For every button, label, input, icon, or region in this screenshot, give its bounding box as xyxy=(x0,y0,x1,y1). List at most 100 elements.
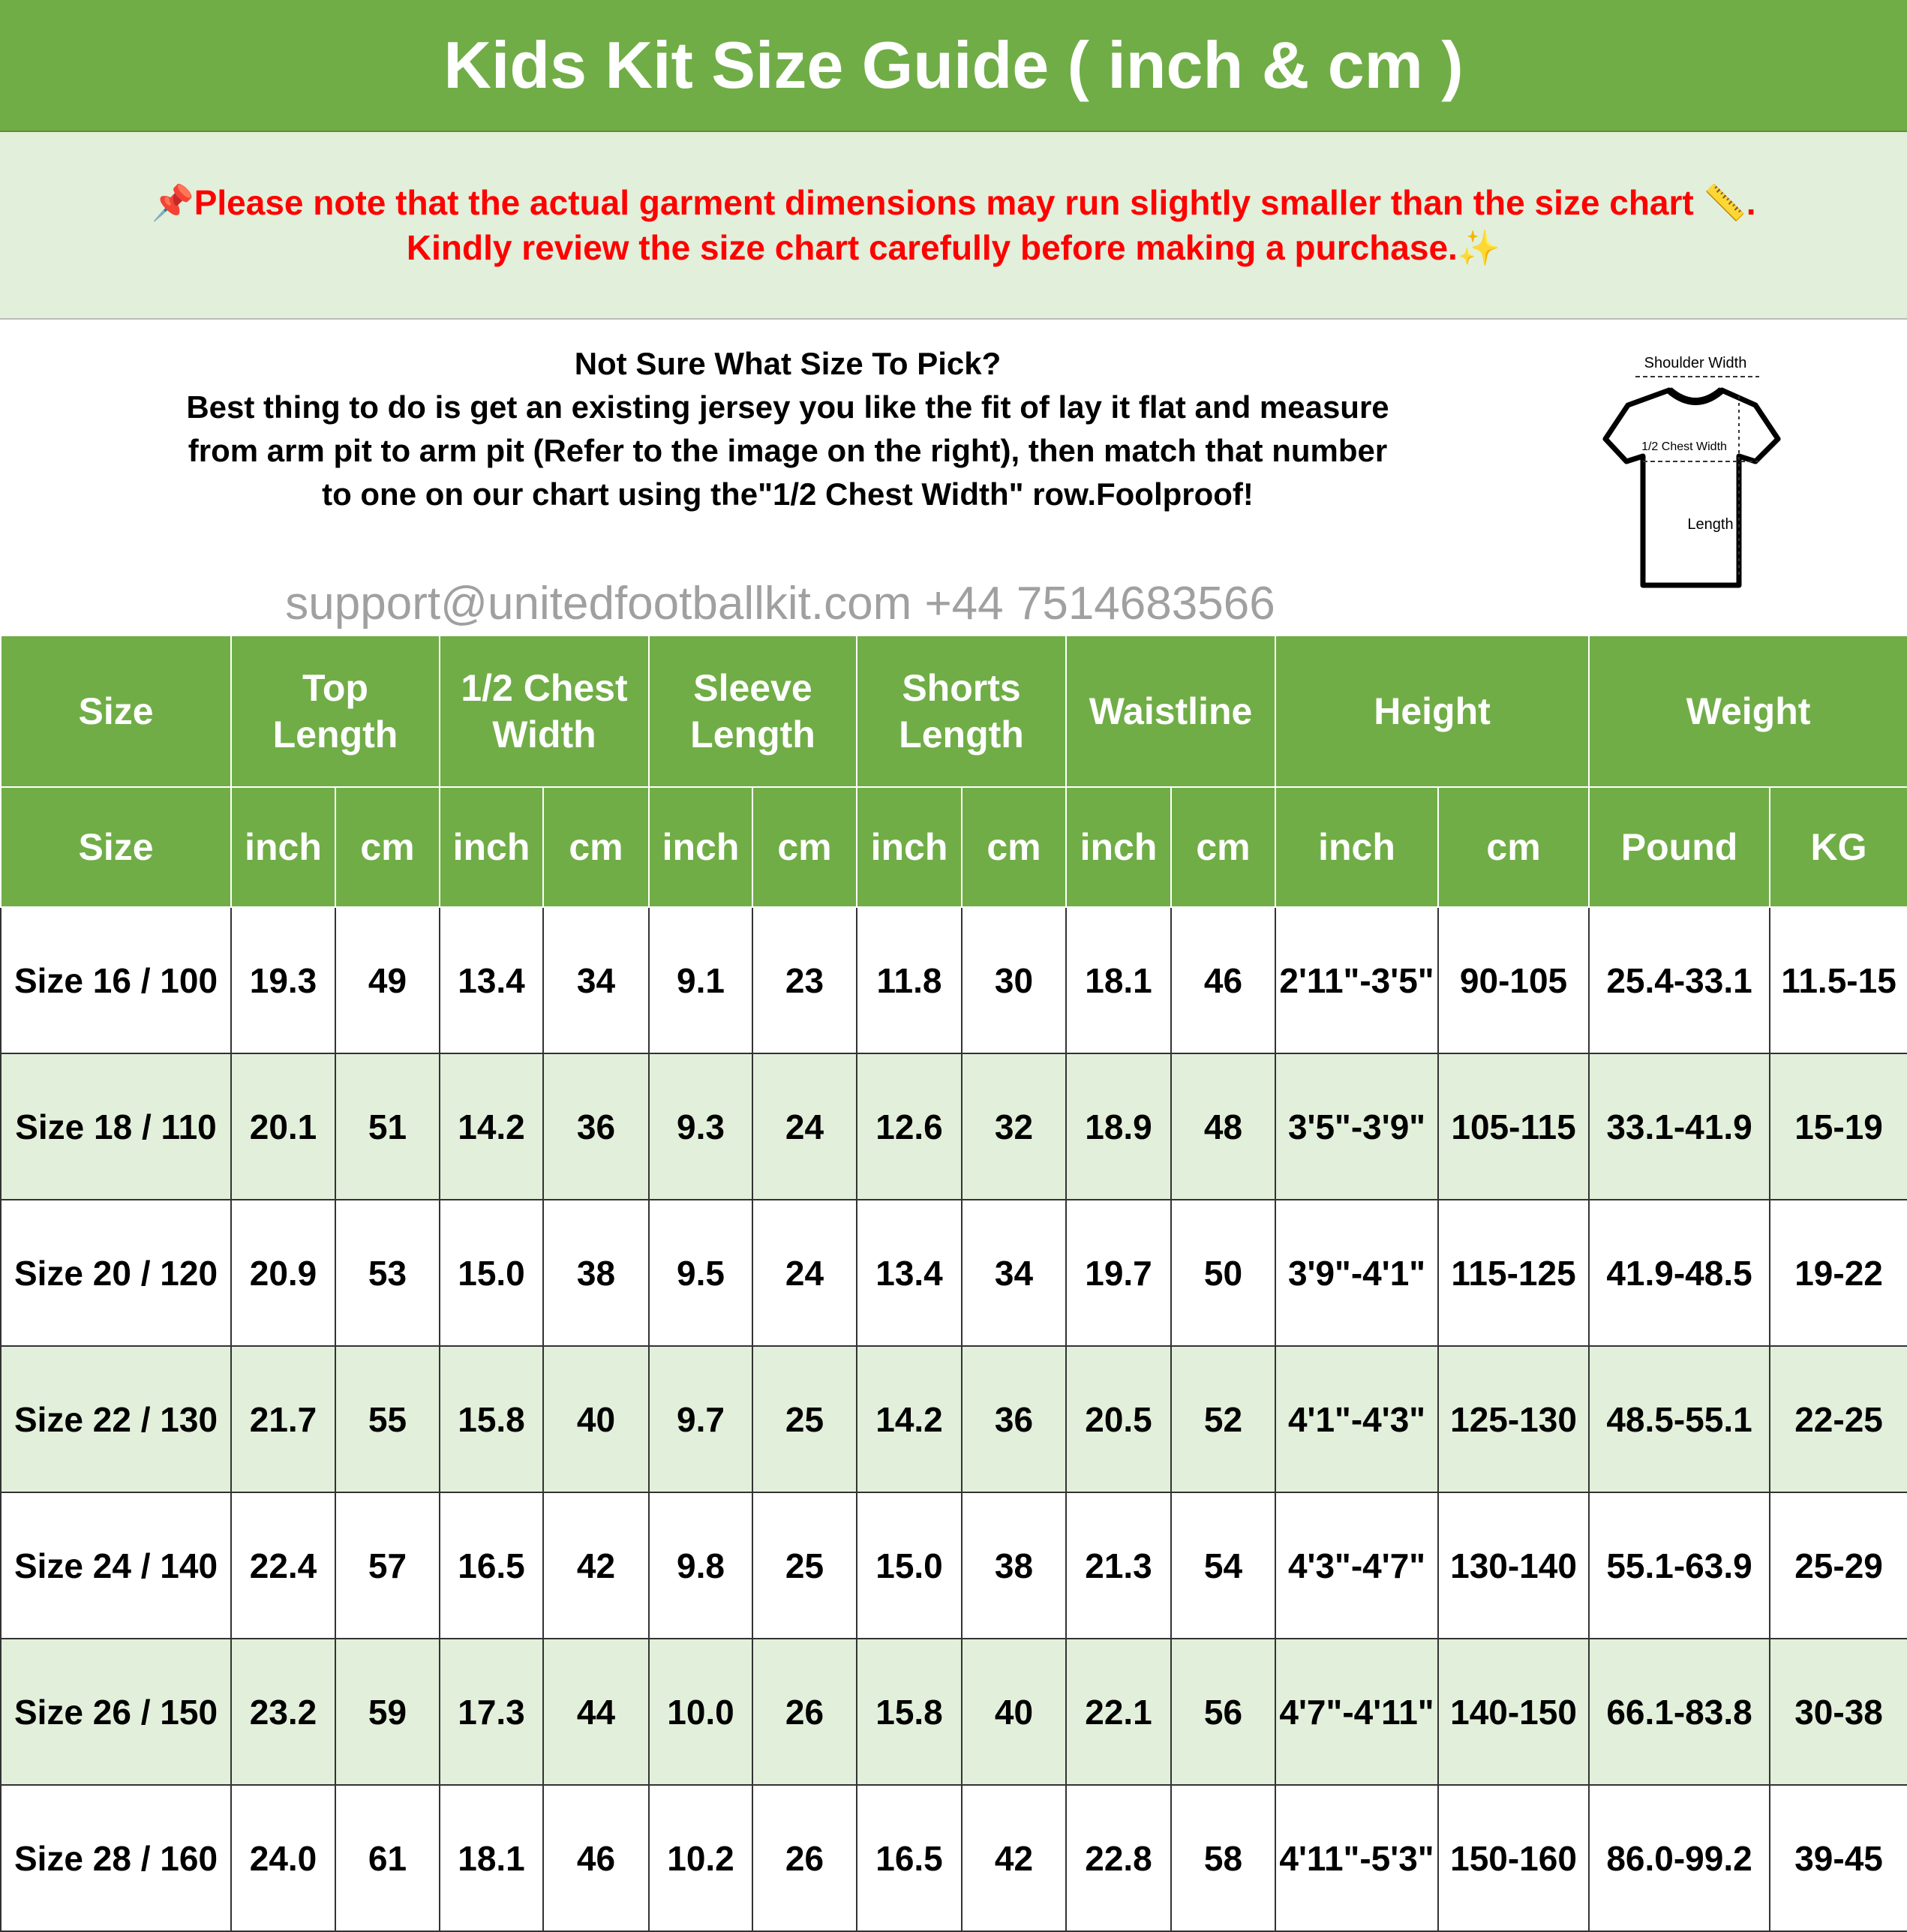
value-cell: 16.5 xyxy=(856,1784,963,1932)
value-cell: 42 xyxy=(961,1784,1067,1932)
value-cell: 130-140 xyxy=(1437,1492,1590,1639)
value-cell: 33.1-41.9 xyxy=(1588,1053,1771,1200)
value-cell: 4'11"-5'3" xyxy=(1275,1784,1440,1932)
value-cell: 115-125 xyxy=(1437,1199,1590,1347)
size-cell: Size 22 / 130 xyxy=(0,1345,232,1493)
value-cell: 39-45 xyxy=(1769,1784,1907,1932)
value-cell: 15.0 xyxy=(856,1492,963,1639)
value-cell: 48 xyxy=(1170,1053,1277,1200)
value-cell: 21.3 xyxy=(1065,1492,1172,1639)
value-cell: 9.1 xyxy=(648,906,753,1054)
value-cell: 34 xyxy=(542,906,650,1054)
unit-header: Size xyxy=(0,786,232,908)
value-cell: 19.3 xyxy=(230,906,336,1054)
value-cell: 21.7 xyxy=(230,1345,336,1493)
value-cell: 23 xyxy=(752,906,857,1054)
size-cell: Size 16 / 100 xyxy=(0,906,232,1054)
value-cell: 57 xyxy=(335,1492,440,1639)
value-cell: 46 xyxy=(542,1784,650,1932)
value-cell: 18.1 xyxy=(1065,906,1172,1054)
unit-header: cm xyxy=(1437,786,1590,908)
value-cell: 54 xyxy=(1170,1492,1277,1639)
value-cell: 48.5-55.1 xyxy=(1588,1345,1771,1493)
value-cell: 20.1 xyxy=(230,1053,336,1200)
value-cell: 10.2 xyxy=(648,1784,753,1932)
value-cell: 40 xyxy=(961,1638,1067,1786)
value-cell: 3'9"-4'1" xyxy=(1275,1199,1440,1347)
value-cell: 49 xyxy=(335,906,440,1054)
page-title: Kids Kit Size Guide ( inch & cm ) xyxy=(0,0,1907,132)
unit-header: cm xyxy=(752,786,857,908)
value-cell: 50 xyxy=(1170,1199,1277,1347)
value-cell: 22-25 xyxy=(1769,1345,1907,1493)
info-heading: Not Sure What Size To Pick? xyxy=(574,346,1002,381)
unit-header: cm xyxy=(542,786,650,908)
table-row: Size 20 / 120 20.9 53 15.0 38 9.5 24 13.4 34 19.7… xyxy=(0,1199,1907,1347)
value-cell: 38 xyxy=(542,1199,650,1347)
value-cell: 61 xyxy=(335,1784,440,1932)
unit-header: inch xyxy=(648,786,753,908)
unit-header: inch xyxy=(1065,786,1172,908)
value-cell: 52 xyxy=(1170,1345,1277,1493)
value-cell: 30 xyxy=(961,906,1067,1054)
info-line-2: from arm pit to arm pit (Refer to the im… xyxy=(188,433,1388,468)
value-cell: 4'1"-4'3" xyxy=(1275,1345,1440,1493)
value-cell: 25-29 xyxy=(1769,1492,1907,1639)
value-cell: 25 xyxy=(752,1345,857,1493)
value-cell: 26 xyxy=(752,1638,857,1786)
table-row: Size 22 / 130 21.7 55 15.8 40 9.7 25 14.2 36 20.5… xyxy=(0,1345,1907,1493)
notice-line-2: Kindly review the size chart carefully b… xyxy=(406,228,1501,267)
value-cell: 15-19 xyxy=(1769,1053,1907,1200)
info-line-1: Best thing to do is get an existing jers… xyxy=(186,389,1389,425)
value-cell: 17.3 xyxy=(439,1638,544,1786)
header-size: Size xyxy=(0,635,232,788)
shoulder-width-label: Shoulder Width xyxy=(1644,355,1747,371)
value-cell: 40 xyxy=(542,1345,650,1493)
value-cell: 4'7"-4'11" xyxy=(1275,1638,1440,1786)
size-cell: Size 28 / 160 xyxy=(0,1784,232,1932)
value-cell: 56 xyxy=(1170,1638,1277,1786)
value-cell: 13.4 xyxy=(439,906,544,1054)
table-row: Size 28 / 160 24.0 61 18.1 46 10.2 26 16.5 42 22.… xyxy=(0,1784,1907,1932)
info-section: Not Sure What Size To Pick? Best thing t… xyxy=(0,320,1907,635)
table-row: Size 18 / 110 20.1 51 14.2 36 9.3 24 12.6 32 18.9… xyxy=(0,1053,1907,1200)
header-shorts-length: Shorts Length xyxy=(856,635,1067,788)
value-cell: 15.8 xyxy=(856,1638,963,1786)
value-cell: 24.0 xyxy=(230,1784,336,1932)
unit-header: cm xyxy=(1170,786,1277,908)
value-cell: 44 xyxy=(542,1638,650,1786)
unit-header: cm xyxy=(961,786,1067,908)
value-cell: 38 xyxy=(961,1492,1067,1639)
value-cell: 150-160 xyxy=(1437,1784,1590,1932)
value-cell: 55 xyxy=(335,1345,440,1493)
header-chest-width: 1/2 Chest Width xyxy=(439,635,650,788)
tshirt-measure-diagram: Shoulder Width 1/2 Chest Width Length xyxy=(1602,355,1781,588)
value-cell: 14.2 xyxy=(439,1053,544,1200)
value-cell: 22.8 xyxy=(1065,1784,1172,1932)
value-cell: 9.7 xyxy=(648,1345,753,1493)
header-sleeve-length: Sleeve Length xyxy=(648,635,857,788)
value-cell: 36 xyxy=(961,1345,1067,1493)
value-cell: 9.3 xyxy=(648,1053,753,1200)
unit-header: inch xyxy=(1275,786,1440,908)
value-cell: 32 xyxy=(961,1053,1067,1200)
value-cell: 53 xyxy=(335,1199,440,1347)
table-row: Size 26 / 150 23.2 59 17.3 44 10.0 26 15.8 40 22.… xyxy=(0,1638,1907,1786)
notice-line-1: 📌Please note that the actual garment dim… xyxy=(151,183,1756,222)
value-cell: 11.5-15 xyxy=(1769,906,1907,1054)
value-cell: 66.1-83.8 xyxy=(1588,1638,1771,1786)
header-row-units: Size inch cm inch cm inch cm inch cm inch cm inch cm… xyxy=(0,786,1907,908)
value-cell: 10.0 xyxy=(648,1638,753,1786)
unit-header: inch xyxy=(439,786,544,908)
value-cell: 19-22 xyxy=(1769,1199,1907,1347)
header-row-groups: Size Top Length 1/2 Chest Width Sleeve L… xyxy=(0,635,1907,788)
value-cell: 34 xyxy=(961,1199,1067,1347)
unit-header: inch xyxy=(856,786,963,908)
value-cell: 42 xyxy=(542,1492,650,1639)
value-cell: 15.8 xyxy=(439,1345,544,1493)
value-cell: 140-150 xyxy=(1437,1638,1590,1786)
value-cell: 16.5 xyxy=(439,1492,544,1639)
size-cell: Size 18 / 110 xyxy=(0,1053,232,1200)
value-cell: 23.2 xyxy=(230,1638,336,1786)
value-cell: 18.1 xyxy=(439,1784,544,1932)
